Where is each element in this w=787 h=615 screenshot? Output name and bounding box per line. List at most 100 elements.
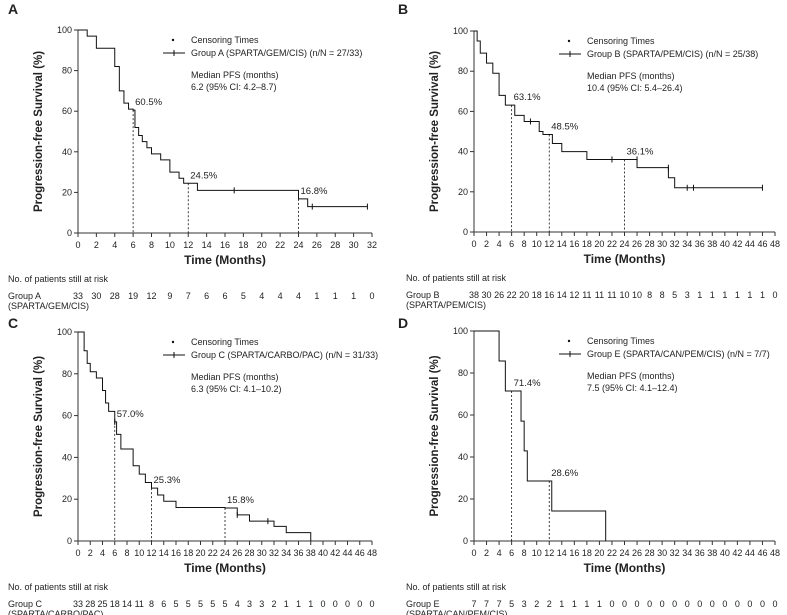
survival-label: 28.6%: [551, 468, 578, 479]
survival-label: 48.5%: [551, 122, 578, 133]
km-curve: [474, 30, 763, 189]
x-tick-label: 24: [220, 548, 230, 558]
risk-count: 3: [522, 599, 527, 609]
risk-regimen-label: (SPARTA/CARBO/PAC): [8, 609, 103, 615]
y-tick-label: 100: [453, 26, 468, 36]
x-tick-label: 14: [159, 548, 169, 558]
risk-count: 1: [559, 599, 564, 609]
risk-count: 0: [369, 599, 374, 609]
survival-label: 71.4%: [514, 378, 541, 389]
risk-count: 1: [722, 290, 727, 300]
risk-count: 1: [314, 291, 319, 301]
y-tick-label: 60: [62, 106, 72, 116]
x-tick-label: 18: [183, 548, 193, 558]
km-curve: [78, 331, 312, 541]
risk-count: 26: [494, 290, 504, 300]
legend-censor-symbol: [567, 39, 571, 43]
risk-count: 0: [357, 599, 362, 609]
risk-count: 12: [569, 290, 579, 300]
y-tick-label: 20: [458, 187, 468, 197]
km-curve: [78, 29, 368, 208]
risk-count: 0: [747, 599, 752, 609]
legend-censor-symbol: [171, 38, 175, 42]
y-tick-label: 60: [62, 411, 72, 421]
risk-count: 0: [772, 599, 777, 609]
x-tick-label: 30: [257, 548, 267, 558]
x-tick-label: 0: [471, 239, 476, 249]
y-tick-label: 60: [458, 410, 468, 420]
risk-count: 5: [222, 599, 227, 609]
risk-count: 0: [697, 599, 702, 609]
x-axis-title: Time (Months): [584, 561, 666, 575]
x-tick-label: 36: [695, 548, 705, 558]
survival-label: 25.3%: [154, 475, 181, 486]
x-tick-label: 4: [100, 548, 105, 558]
risk-count: 6: [204, 291, 209, 301]
y-tick-label: 0: [67, 536, 72, 546]
risk-count: 6: [222, 291, 227, 301]
risk-count: 16: [544, 290, 554, 300]
risk-count: 10: [619, 290, 629, 300]
x-tick-label: 4: [112, 240, 117, 250]
risk-count: 0: [772, 290, 777, 300]
survival-label: 15.8%: [227, 495, 254, 506]
x-tick-label: 46: [757, 239, 767, 249]
risk-count: 1: [308, 599, 313, 609]
risk-count: 8: [660, 290, 665, 300]
x-tick-label: 20: [195, 548, 205, 558]
risk-count: 14: [557, 290, 567, 300]
median-title: Median PFS (months): [191, 372, 279, 382]
risk-count: 1: [333, 291, 338, 301]
risk-count: 1: [572, 599, 577, 609]
y-tick-label: 0: [67, 228, 72, 238]
risk-count: 0: [710, 599, 715, 609]
x-tick-label: 22: [607, 548, 617, 558]
risk-count: 0: [760, 599, 765, 609]
risk-count: 7: [471, 599, 476, 609]
risk-count: 0: [685, 599, 690, 609]
x-tick-label: 2: [484, 239, 489, 249]
risk-count: 0: [672, 599, 677, 609]
x-tick-label: 10: [165, 240, 175, 250]
y-axis-title: Progression-free Survival (%): [33, 356, 45, 517]
x-tick-label: 22: [275, 240, 285, 250]
risk-count: 0: [333, 599, 338, 609]
survival-label: 63.1%: [514, 92, 541, 103]
legend-censor-label: Censoring Times: [191, 35, 259, 45]
x-tick-label: 0: [471, 548, 476, 558]
x-tick-label: 12: [544, 239, 554, 249]
x-tick-label: 16: [569, 548, 579, 558]
median-value: 7.5 (95% CI: 4.1–12.4): [587, 383, 678, 393]
risk-count: 0: [647, 599, 652, 609]
y-tick-label: 20: [62, 494, 72, 504]
y-tick-label: 0: [463, 227, 468, 237]
risk-count: 0: [622, 599, 627, 609]
risk-table-title: No. of patients still at risk: [8, 274, 109, 284]
x-tick-label: 30: [657, 548, 667, 558]
risk-count: 1: [296, 599, 301, 609]
x-tick-label: 18: [582, 548, 592, 558]
x-tick-label: 2: [484, 548, 489, 558]
y-tick-label: 100: [453, 326, 468, 336]
risk-count: 0: [722, 599, 727, 609]
risk-count: 5: [241, 291, 246, 301]
y-tick-label: 100: [57, 25, 72, 35]
x-tick-label: 14: [202, 240, 212, 250]
median-title: Median PFS (months): [587, 71, 675, 81]
x-tick-label: 28: [645, 548, 655, 558]
x-tick-label: 28: [645, 239, 655, 249]
risk-count: 5: [198, 599, 203, 609]
x-tick-label: 30: [349, 240, 359, 250]
x-tick-label: 40: [720, 548, 730, 558]
risk-count: 1: [710, 290, 715, 300]
x-tick-label: 14: [557, 548, 567, 558]
x-tick-label: 34: [281, 548, 291, 558]
median-title: Median PFS (months): [191, 70, 279, 80]
y-tick-label: 40: [458, 452, 468, 462]
risk-count: 25: [97, 599, 107, 609]
x-tick-label: 6: [131, 240, 136, 250]
y-tick-label: 40: [62, 147, 72, 157]
